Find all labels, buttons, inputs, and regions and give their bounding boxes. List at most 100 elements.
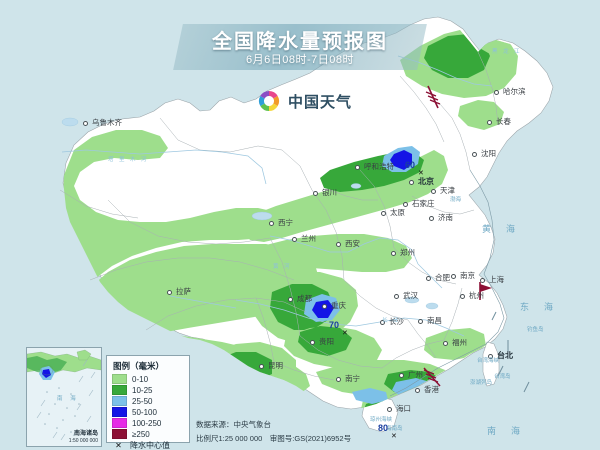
precip-center-value: 80	[378, 423, 389, 433]
svg-text:南 海: 南 海	[57, 394, 79, 402]
city-marker	[336, 242, 341, 247]
city-marker	[269, 221, 274, 226]
city-label: 福州	[452, 338, 467, 347]
city-marker	[426, 276, 431, 281]
geographic-feature-label: 钓鱼岛	[527, 327, 544, 333]
coastline	[389, 169, 505, 397]
city-label: 拉萨	[176, 287, 191, 296]
legend-item: 100-250	[112, 418, 184, 428]
legend-label: 25-50	[132, 396, 153, 406]
front-symbols	[423, 85, 530, 393]
city-label: 哈尔滨	[503, 87, 526, 96]
city-marker	[292, 237, 297, 242]
river-label: 塔 里 木 河	[108, 157, 147, 163]
city-marker	[494, 90, 499, 95]
city-marker	[336, 377, 341, 382]
city-label: 长沙	[389, 317, 404, 326]
city-label: 杭州	[469, 291, 484, 300]
geographic-feature-label: 琼州海峡	[370, 417, 393, 423]
legend-label: 0-10	[132, 374, 149, 384]
legend-label: ≥250	[132, 429, 150, 439]
city-marker	[443, 341, 448, 346]
city-label: 昆明	[268, 361, 283, 370]
city-label: 武汉	[403, 291, 418, 300]
city-label: 海口	[396, 404, 411, 413]
sea-label: 黄 海	[482, 224, 519, 234]
city-marker	[83, 121, 88, 126]
legend-item-center-value: ✕ 降水中心值	[112, 440, 184, 450]
city-marker	[288, 297, 293, 302]
city-marker	[387, 407, 392, 412]
precip-center-value: 60	[405, 160, 416, 170]
city-label: 济南	[438, 213, 453, 222]
city-marker	[488, 354, 493, 359]
river-label: 长 江	[382, 318, 399, 324]
city-marker	[431, 189, 436, 194]
precip-center-icon: ✕	[342, 330, 348, 337]
inset-scale: 1:50 000 000	[68, 438, 98, 444]
city-marker	[259, 364, 264, 369]
legend-swatch	[112, 396, 127, 406]
city-marker	[313, 191, 318, 196]
city-marker	[418, 319, 423, 324]
city-marker	[355, 165, 360, 170]
city-label: 天津	[440, 186, 455, 195]
city-label: 上海	[489, 275, 504, 284]
river-label: 黑 龙 江	[492, 49, 520, 55]
legend-label: 50-100	[132, 407, 157, 417]
city-marker	[394, 294, 399, 299]
sea-label: 东 海	[520, 302, 557, 312]
legend-swatch	[112, 429, 127, 439]
geographic-feature-label: 台湾海峡	[477, 358, 500, 364]
city-marker	[409, 180, 414, 185]
city-label: 西宁	[278, 218, 293, 227]
south-china-sea-inset: 南 海 南海诸岛 1:50 000 000	[26, 347, 102, 447]
city-marker	[322, 304, 327, 309]
legend-label: 100-250	[132, 418, 162, 428]
city-label: 兰州	[301, 234, 316, 243]
brand-logo: 中国天气	[256, 88, 352, 114]
legend-title: 图例（毫米）	[113, 361, 165, 371]
precip-center-icon: ✕	[418, 170, 424, 177]
city-label: 北京	[418, 177, 434, 186]
legend-panel: 图例（毫米） 0-10 10-25 25-50 50-100 100-250 ≥…	[106, 355, 190, 450]
city-marker	[451, 274, 456, 279]
city-marker	[472, 152, 477, 157]
legend-item: 0-10	[112, 374, 184, 384]
legend-swatch	[112, 418, 127, 428]
city-label: 郑州	[400, 248, 415, 257]
scale-and-approval-text: 比例尺1:25 000 000 审图号:GS(2021)6952号	[196, 434, 352, 443]
city-label: 太原	[390, 208, 405, 217]
city-marker	[429, 216, 434, 221]
city-marker	[310, 340, 315, 345]
page-title: 全国降水量预报图	[212, 31, 388, 53]
map-footer: 数据来源：中央气象台 比例尺1:25 000 000 审图号:GS(2021)6…	[196, 419, 351, 444]
rivers	[61, 55, 493, 337]
legend-swatch	[112, 385, 127, 395]
legend-swatch	[112, 374, 127, 384]
city-label: 南宁	[345, 374, 360, 383]
legend-item: ≥250	[112, 429, 184, 439]
city-marker	[167, 290, 172, 295]
precip-center-value: 70	[329, 320, 340, 330]
precip-center-icon: ✕	[391, 433, 397, 440]
brand-logo-text: 中国天气	[288, 93, 353, 111]
legend-item: 25-50	[112, 396, 184, 406]
city-marker	[391, 251, 396, 256]
city-label: 合肥	[435, 273, 450, 282]
city-marker	[380, 320, 385, 325]
city-marker	[415, 388, 420, 393]
city-label: 沈阳	[481, 149, 496, 158]
city-label: 贵阳	[319, 337, 334, 346]
city-marker	[480, 278, 485, 283]
city-label: 台北	[497, 351, 513, 360]
data-source-text: 数据来源：中央气象台	[196, 420, 271, 429]
page-subtitle: 6月6日08时-7日08时	[246, 54, 354, 66]
inset-title: 南海诸岛	[73, 431, 98, 437]
geographic-feature-label: 澎湖列岛	[470, 380, 493, 386]
city-marker	[381, 211, 386, 216]
geographic-feature-label: 渤海	[450, 197, 462, 203]
sea-label: 南 海	[487, 426, 524, 436]
city-label: 香港	[424, 385, 439, 394]
